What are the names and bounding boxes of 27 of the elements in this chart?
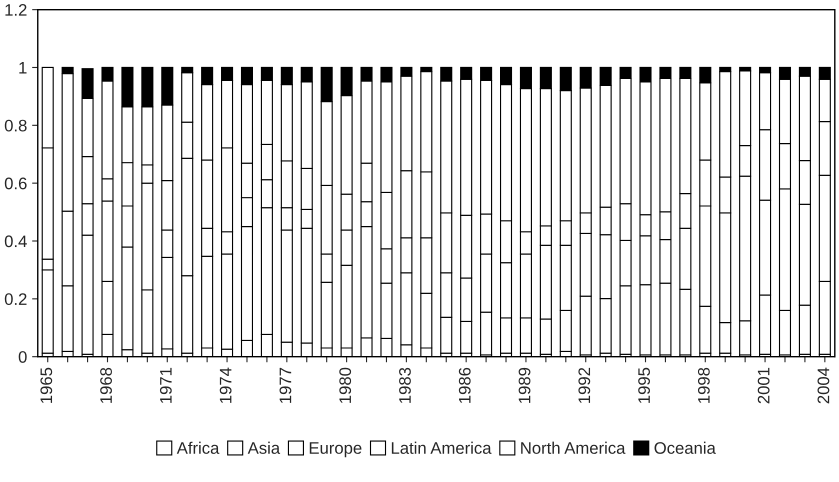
- y-tick-label: 0: [18, 351, 27, 363]
- legend-label: Asia: [248, 442, 280, 454]
- x-tick-label: 1995: [638, 368, 650, 403]
- x-tick-label: 1998: [698, 368, 710, 403]
- y-tick-label: 0.4: [4, 235, 27, 248]
- legend-label: Europe: [310, 442, 362, 458]
- x-tick-label: 1989: [518, 368, 530, 403]
- x-tick-label: 1965: [40, 368, 52, 403]
- x-tick-label: 1983: [399, 368, 411, 403]
- x-tick-label: 2004: [818, 368, 830, 404]
- y-tick-label: 0.8: [4, 120, 27, 132]
- x-tick-label: 1977: [280, 368, 292, 403]
- x-tick-label: 1980: [339, 368, 352, 403]
- x-tick-label: 1992: [578, 368, 590, 403]
- legend-label: North America: [521, 442, 626, 454]
- x-tick-label: 1974: [220, 368, 232, 403]
- x-tick-label: 1971: [160, 368, 172, 403]
- x-tick-label: 1968: [100, 368, 112, 403]
- y-tick-label: 0.2: [4, 293, 27, 306]
- y-tick-label: 0.6: [4, 178, 27, 190]
- legend-label: Africa: [176, 442, 220, 454]
- x-tick-label: 1986: [458, 368, 471, 403]
- x-tick-label: 2001: [758, 368, 770, 404]
- legend-label: Latin America: [392, 442, 492, 454]
- y-tick-label: 1.2: [5, 4, 27, 16]
- y-tick-label: 1: [19, 62, 27, 74]
- legend-label: Oceania: [654, 442, 716, 454]
